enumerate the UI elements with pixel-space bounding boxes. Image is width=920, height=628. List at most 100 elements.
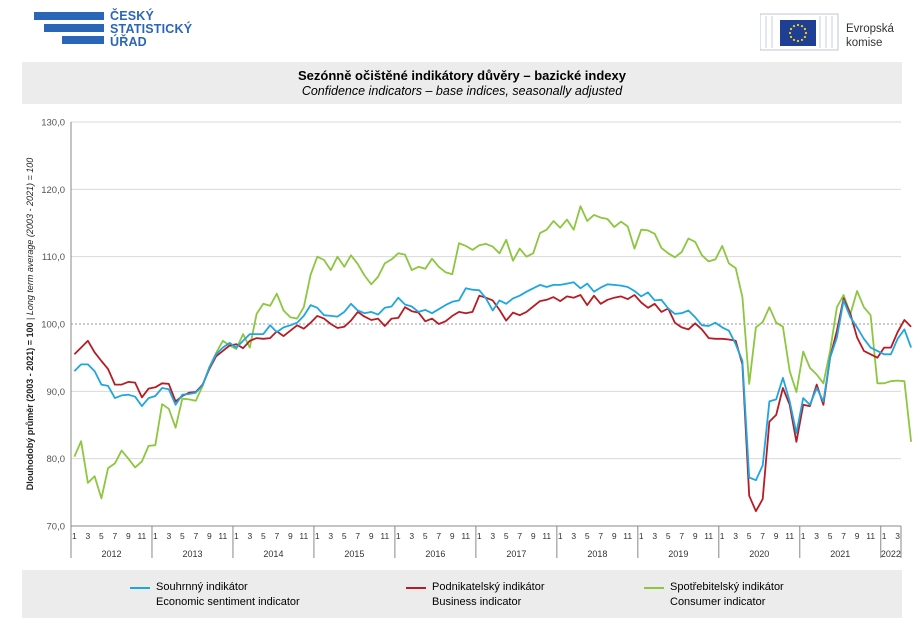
y-tick-label: 70,0: [47, 522, 66, 533]
legend-label-business-en: Business indicator: [432, 596, 522, 608]
y-axis-title: Dlouhodobý průměr (2003 - 2021) = 100 | …: [25, 158, 35, 491]
legend-label-business-cz: Podnikatelský indikátor: [432, 581, 545, 593]
month-tick-label: 3: [86, 531, 91, 541]
year-label: 2017: [506, 549, 526, 559]
legend-label-consumer-cz: Spotřebitelský indikátor: [670, 581, 784, 593]
y-tick-label: 80,0: [47, 454, 66, 465]
month-tick-label: 1: [639, 531, 644, 541]
month-tick-label: 9: [126, 531, 131, 541]
month-tick-label: 11: [461, 531, 470, 541]
month-tick-label: 1: [72, 531, 77, 541]
month-tick-label: 3: [733, 531, 738, 541]
month-tick-label: 3: [490, 531, 495, 541]
month-tick-label: 7: [274, 531, 279, 541]
chart-title-box: Sezónně očištěné indikátory důvěry – baz…: [22, 62, 902, 104]
series-line-consumer: [73, 205, 912, 500]
month-tick-label: 5: [666, 531, 671, 541]
year-label: 2013: [182, 549, 202, 559]
year-label: 2018: [587, 549, 607, 559]
month-tick-label: 11: [299, 531, 308, 541]
y-tick-label: 120,0: [41, 185, 65, 196]
month-tick-label: 9: [207, 531, 212, 541]
month-tick-label: 11: [137, 531, 146, 541]
month-tick-label: 11: [866, 531, 875, 541]
year-label: 2015: [344, 549, 364, 559]
year-label: 2016: [425, 549, 445, 559]
year-label: 2022: [881, 549, 901, 559]
csu-logo-line-3: ÚŘAD: [110, 35, 147, 49]
month-tick-label: 5: [423, 531, 428, 541]
month-tick-label: 1: [477, 531, 482, 541]
series-line-economic: [73, 281, 912, 482]
y-tick-label: 130,0: [41, 118, 65, 129]
month-tick-label: 9: [855, 531, 860, 541]
legend-swatch-consumer: [644, 587, 664, 589]
csu-logo-line-1: ČESKÝ: [110, 9, 155, 23]
month-tick-label: 9: [369, 531, 374, 541]
legend-label-economic-cz: Souhrnný indikátor: [156, 581, 248, 593]
month-tick-label: 1: [153, 531, 158, 541]
year-label: 2014: [263, 549, 283, 559]
month-tick-label: 5: [747, 531, 752, 541]
y-axis-title-cz: Dlouhodobý průměr (2003 - 2021) = 100: [25, 322, 35, 490]
month-tick-label: 1: [396, 531, 401, 541]
month-tick-label: 9: [693, 531, 698, 541]
csu-logo: ČESKÝ STATISTICKÝ ÚŘAD: [34, 10, 194, 52]
year-label: 2020: [749, 549, 769, 559]
legend-label-consumer-en: Consumer indicator: [670, 596, 766, 608]
eu-logo-line-1: Evropská: [846, 23, 894, 35]
month-tick-label: 11: [380, 531, 389, 541]
month-tick-label: 5: [99, 531, 104, 541]
header: ČESKÝ STATISTICKÝ ÚŘAD Evropská komise: [0, 0, 920, 58]
month-tick-label: 9: [288, 531, 293, 541]
month-tick-label: 7: [760, 531, 765, 541]
y-axis-title-en: Long term average (2003 - 2021) = 100: [25, 158, 35, 315]
month-tick-label: 9: [450, 531, 455, 541]
month-tick-label: 11: [542, 531, 551, 541]
legend-swatch-economic: [130, 587, 150, 589]
month-tick-label: 7: [841, 531, 846, 541]
month-tick-label: 5: [261, 531, 266, 541]
month-tick-label: 7: [598, 531, 603, 541]
month-tick-label: 7: [517, 531, 522, 541]
month-tick-label: 9: [774, 531, 779, 541]
month-tick-label: 3: [895, 531, 900, 541]
y-tick-label: 110,0: [42, 252, 65, 263]
year-label: 2012: [101, 549, 121, 559]
month-tick-label: 1: [234, 531, 239, 541]
month-tick-label: 1: [315, 531, 320, 541]
eu-logo-line-2: komise: [846, 37, 883, 49]
month-tick-label: 5: [504, 531, 509, 541]
y-tick-label: 100,0: [41, 320, 65, 331]
month-tick-label: 5: [342, 531, 347, 541]
month-tick-label: 7: [112, 531, 117, 541]
month-tick-label: 11: [785, 531, 794, 541]
month-tick-label: 1: [720, 531, 725, 541]
month-tick-label: 11: [218, 531, 227, 541]
month-tick-label: 7: [679, 531, 684, 541]
csu-logo-line-2: STATISTICKÝ: [110, 22, 193, 36]
chart-title: Sezónně očištěné indikátory důvěry – baz…: [297, 68, 626, 83]
month-tick-label: 3: [166, 531, 171, 541]
month-tick-label: 7: [193, 531, 198, 541]
legend-label-economic-en: Economic sentiment indicator: [156, 596, 300, 608]
month-tick-label: 3: [328, 531, 333, 541]
month-tick-label: 7: [355, 531, 360, 541]
eu-flag-icon: [780, 20, 816, 46]
month-tick-label: 9: [612, 531, 617, 541]
year-label: 2021: [830, 549, 850, 559]
month-tick-label: 3: [409, 531, 414, 541]
month-tick-label: 9: [531, 531, 536, 541]
eu-logo: Evropská komise: [760, 6, 910, 52]
month-tick-label: 5: [585, 531, 590, 541]
month-tick-label: 7: [436, 531, 441, 541]
month-tick-label: 11: [623, 531, 632, 541]
legend: Souhrnný indikátor Economic sentiment in…: [22, 570, 902, 618]
month-tick-label: 3: [247, 531, 252, 541]
month-tick-label: 5: [828, 531, 833, 541]
month-tick-label: 3: [571, 531, 576, 541]
chart-subtitle: Confidence indicators – base indices, se…: [301, 84, 623, 98]
month-tick-label: 1: [882, 531, 887, 541]
year-label: 2019: [668, 549, 688, 559]
